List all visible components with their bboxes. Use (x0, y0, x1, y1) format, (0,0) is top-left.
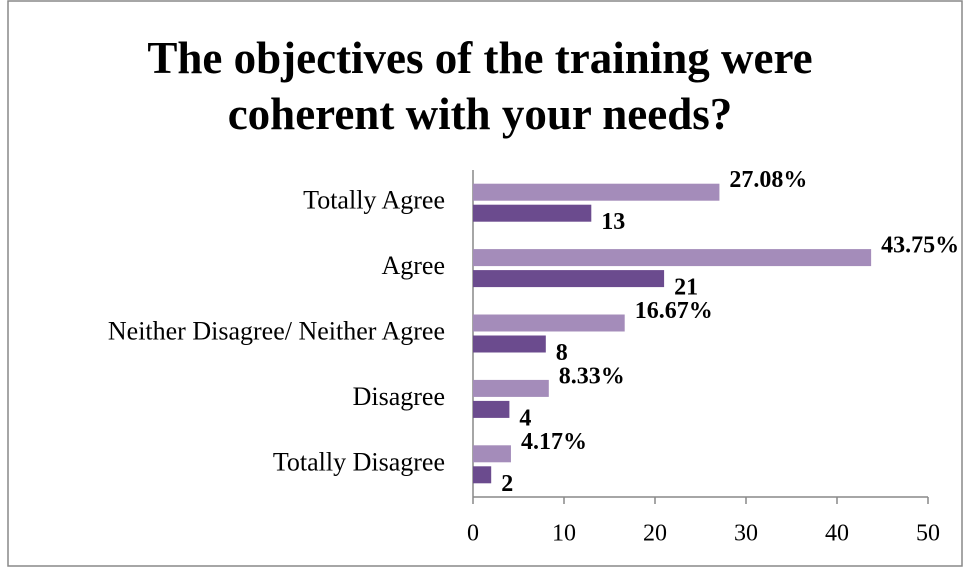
y-tick-label: Neither Disagree/ Neither Agree (108, 316, 445, 345)
bar (473, 379, 549, 397)
data-label: 21 (674, 275, 698, 301)
data-label: 27.08% (729, 167, 807, 193)
x-tick-label: 30 (734, 521, 758, 547)
y-tick-label: Totally Agree (303, 186, 445, 215)
data-label: 8 (556, 340, 568, 366)
x-tick-label: 50 (916, 521, 940, 547)
y-tick-label: Totally Disagree (273, 447, 445, 476)
bar (473, 249, 872, 267)
bar (473, 183, 720, 201)
bar (473, 445, 511, 463)
data-label: 4.17% (521, 429, 587, 455)
data-label: 13 (601, 209, 625, 235)
bar (473, 466, 492, 484)
bar (473, 270, 665, 288)
border (7, 0, 963, 567)
y-tick-label: Agree (381, 251, 445, 280)
bar (473, 204, 592, 222)
bar (473, 314, 625, 332)
bar (473, 335, 546, 353)
chart-title: The objectives of the training were cohe… (147, 33, 813, 139)
data-label: 2 (501, 471, 513, 497)
data-label: 4 (519, 405, 531, 431)
data-label: 43.75% (881, 233, 959, 259)
data-label: 16.67% (635, 298, 713, 324)
x-tick-label: 0 (467, 521, 479, 547)
y-tick-label: Disagree (353, 382, 445, 411)
x-tick-label: 20 (643, 521, 667, 547)
x-tick-label: 10 (552, 521, 576, 547)
data-label: 8.33% (559, 363, 625, 389)
x-tick-label: 40 (825, 521, 849, 547)
bar (473, 400, 510, 418)
